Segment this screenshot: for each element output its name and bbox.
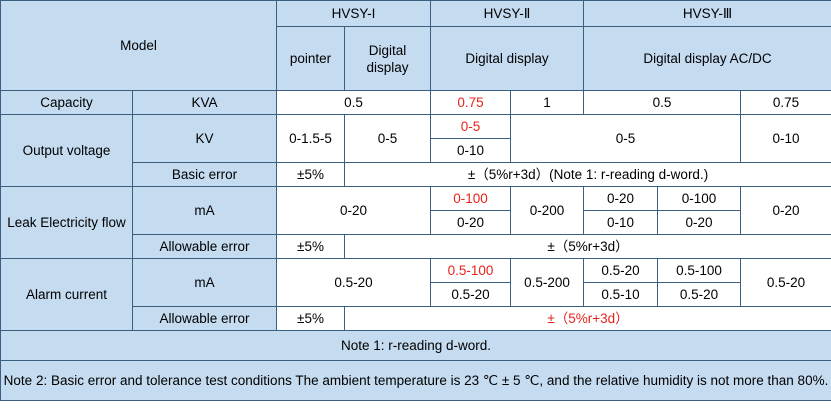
alarm-allow-pointer: ±5%: [276, 306, 345, 331]
leak-hvsy1: 0-20: [276, 186, 431, 235]
note-2: Note 2: Basic error and tolerance test c…: [0, 360, 831, 401]
basic-error-label: Basic error: [132, 162, 277, 187]
alarm-allow-rest: ±（5%r+3d）: [343, 306, 831, 331]
alarm-hvsy3-b-bottom: 0.5-20: [657, 282, 742, 307]
leak-hvsy2-b: 0-200: [509, 186, 585, 235]
leak-hvsy3-a-top: 0-20: [583, 186, 659, 211]
alarm-allow-label: Allowable error: [132, 306, 277, 331]
alarm-hvsy2-bottom: 0.5-20: [430, 282, 511, 307]
output-voltage-hvsy2-top: 0-5: [430, 114, 511, 139]
alarm-hvsy2-top: 0.5-100: [430, 258, 511, 283]
leak-allow-rest: ±（5%r+3d）: [343, 234, 831, 259]
leak-allow-label: Allowable error: [132, 234, 277, 259]
leak-hvsy3-b-top: 0-100: [657, 186, 742, 211]
leak-hvsy3-a-bottom: 0-10: [583, 210, 659, 235]
basic-error-pointer: ±5%: [276, 162, 345, 187]
header-pointer: pointer: [276, 26, 345, 91]
header-model: Model: [0, 0, 277, 91]
capacity-label: Capacity: [0, 90, 133, 115]
header-digital-display-acdc: Digital display AC/DC: [583, 26, 831, 91]
alarm-hvsy3-b-top: 0.5-100: [657, 258, 742, 283]
leak-hvsy2-top: 0-100: [430, 186, 511, 211]
alarm-hvsy3-c: 0.5-20: [740, 258, 831, 307]
leak-hvsy2-bottom: 0-20: [430, 210, 511, 235]
leak-hvsy3-c: 0-20: [740, 186, 831, 235]
alarm-unit: mA: [132, 258, 277, 307]
leak-unit: mA: [132, 186, 277, 235]
alarm-label: Alarm current: [0, 258, 133, 331]
capacity-unit: KVA: [132, 90, 277, 115]
alarm-hvsy2-b: 0.5-200: [509, 258, 585, 307]
output-voltage-pointer: 0-1.5-5: [276, 114, 345, 163]
header-digital-display-2: Digital display: [429, 26, 585, 91]
alarm-hvsy1: 0.5-20: [276, 258, 431, 307]
leak-hvsy3-b-bottom: 0-20: [657, 210, 742, 235]
alarm-hvsy3-a-bottom: 0.5-10: [583, 282, 659, 307]
output-voltage-label: Output voltage: [0, 114, 133, 187]
leak-label: Leak Electricity flow: [0, 186, 133, 259]
output-voltage-unit: KV: [132, 114, 277, 163]
capacity-value-4: 0.5: [583, 90, 742, 115]
output-voltage-hvsy3-right: 0-10: [740, 114, 831, 163]
leak-allow-pointer: ±5%: [276, 234, 345, 259]
capacity-value-3: 1: [509, 90, 585, 115]
output-voltage-hvsy3-mid: 0-5: [509, 114, 742, 163]
note-1: Note 1: r-reading d-word.: [0, 330, 831, 361]
alarm-hvsy3-a-top: 0.5-20: [583, 258, 659, 283]
header-hvsy2: HVSY-Ⅱ: [429, 0, 585, 27]
header-digital-display-1: Digital display: [344, 26, 431, 91]
capacity-value-1: 0.5: [276, 90, 431, 115]
header-hvsy1: HVSY-I: [276, 0, 431, 27]
capacity-value-2: 0.75: [430, 90, 511, 115]
spec-table: Model HVSY-I HVSY-Ⅱ HVSY-Ⅲ pointer Digit…: [0, 0, 831, 401]
header-hvsy3: HVSY-Ⅲ: [583, 0, 831, 27]
output-voltage-digital: 0-5: [344, 114, 431, 163]
output-voltage-hvsy2-bottom: 0-10: [430, 138, 511, 163]
capacity-value-5: 0.75: [740, 90, 831, 115]
basic-error-rest: ±（5%r+3d）(Note 1: r-reading d-word.): [343, 162, 831, 187]
